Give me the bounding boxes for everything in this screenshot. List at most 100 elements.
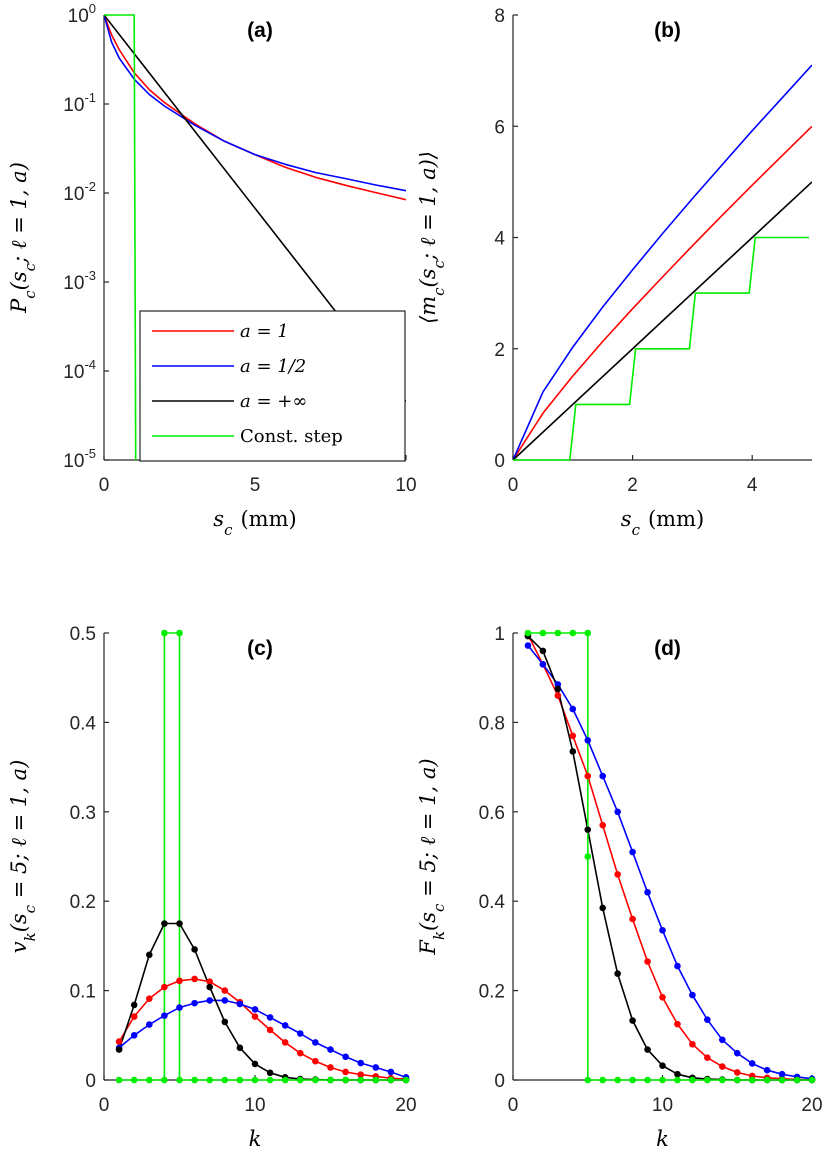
- series-line-a-1-2: [118, 999, 406, 1079]
- series-line-a-1-2: [513, 64, 812, 461]
- series-line-a-1: [527, 634, 812, 1081]
- y-tick-label: 1: [494, 624, 505, 645]
- data-point-a: [206, 983, 213, 991]
- x-tick-label: 10: [244, 1095, 265, 1116]
- data-point-const-step: [584, 853, 592, 860]
- data-point-const-step: [748, 1076, 756, 1084]
- data-point-a-1-2: [176, 1004, 183, 1011]
- data-point-const-step: [236, 1076, 244, 1084]
- y-tick-label: 0: [85, 1071, 96, 1092]
- data-point-a-1: [733, 1069, 741, 1076]
- data-point-const-step: [342, 1076, 349, 1084]
- data-point-const-step: [614, 1076, 621, 1084]
- data-point-a: [115, 1046, 123, 1053]
- x-tick-label: 10: [395, 475, 416, 496]
- data-point-a-1-2: [748, 1060, 756, 1067]
- data-point-a: [266, 1069, 274, 1077]
- series-line-a-1-2: [104, 14, 406, 192]
- y-tick-label: 8: [494, 6, 505, 27]
- data-point-const-step: [704, 1076, 711, 1084]
- y-tick-label: 0.6: [479, 803, 505, 824]
- data-point-a-1: [554, 692, 562, 699]
- data-point-a-1: [659, 994, 666, 1001]
- x-tick-label: 0: [99, 475, 110, 496]
- y-tick-label: 2: [494, 340, 505, 361]
- data-point-a-1: [342, 1068, 349, 1076]
- data-point-const-step: [599, 1076, 606, 1084]
- series-line-const-step: [528, 632, 812, 1081]
- data-point-a-1-2: [206, 997, 213, 1004]
- data-point-const-step: [387, 1076, 395, 1084]
- data-point-a-1: [206, 978, 213, 985]
- data-point-a-1: [644, 958, 651, 965]
- data-point-const-step: [281, 1076, 289, 1084]
- data-point-a-1-2: [674, 962, 681, 970]
- data-point-a-1-2: [191, 999, 198, 1007]
- data-point-a-1-2: [266, 1014, 274, 1021]
- y-axis-label-c: vk(sc = 5; ℓ = 1, a): [7, 760, 39, 954]
- data-point-a: [161, 920, 168, 927]
- data-point-a: [569, 748, 577, 755]
- data-point-const-step: [372, 1076, 380, 1084]
- data-point-a-1: [176, 977, 183, 985]
- data-point-a-1: [357, 1071, 365, 1078]
- y-tick-label: 0: [494, 451, 505, 472]
- data-point-a-1-2: [236, 1000, 244, 1008]
- data-point-a-1-2: [719, 1036, 726, 1044]
- data-point-const-step: [221, 1076, 229, 1084]
- data-point-const-step: [312, 1076, 319, 1084]
- data-point-const-step: [130, 1076, 138, 1084]
- y-tick-label: 0: [494, 1071, 505, 1092]
- panel-title-c: (c): [247, 637, 273, 660]
- data-point-const-step: [206, 1076, 213, 1084]
- data-point-const-step: [251, 1076, 259, 1084]
- series-line-a-1: [513, 125, 812, 461]
- y-tick-label: 0.4: [479, 892, 506, 913]
- data-point-const-step: [719, 1076, 726, 1084]
- y-axis-label-a: Pc(sc; ℓ = 1, a): [7, 162, 39, 314]
- data-point-const-step: [357, 1076, 365, 1084]
- x-tick-label: 0: [99, 1095, 110, 1116]
- data-point-const-step: [584, 629, 592, 637]
- series-line-const-step: [104, 14, 137, 461]
- data-point-a-1-2: [342, 1053, 349, 1061]
- data-point-a-1-2: [629, 848, 636, 856]
- series-line-a: [118, 922, 406, 1081]
- data-point-a-1: [221, 987, 229, 994]
- data-point-a-1-2: [327, 1046, 334, 1053]
- data-point-const-step: [266, 1076, 274, 1084]
- y-tick-label: 10-2: [63, 179, 96, 205]
- data-point-const-step: [778, 1076, 786, 1084]
- y-axis-label-d: Fk(sc = 5; ℓ = 1, a): [416, 758, 448, 955]
- data-point-a-1-2: [251, 1006, 259, 1013]
- x-tick-label: 2: [627, 475, 638, 496]
- data-point-a-1: [297, 1049, 304, 1057]
- data-point-a-1: [584, 772, 592, 780]
- x-tick-label: 20: [801, 1095, 822, 1116]
- y-tick-label: 0.2: [479, 982, 505, 1003]
- legend-label-a-1-2: a = 1/2: [240, 356, 306, 377]
- data-point-a-1: [719, 1063, 726, 1070]
- data-point-a-1: [266, 1026, 274, 1034]
- x-tick-label: 20: [395, 1095, 416, 1116]
- data-point-a-1: [614, 871, 621, 878]
- data-point-a-1: [689, 1040, 696, 1048]
- data-point-a-1: [599, 821, 606, 829]
- data-point-a: [644, 1046, 651, 1053]
- x-axis-label-d: k: [656, 1127, 669, 1151]
- data-point-a-1: [115, 1038, 123, 1045]
- data-point-const-step: [659, 1076, 666, 1084]
- data-point-const-step: [689, 1076, 696, 1084]
- series-line-a: [527, 635, 812, 1081]
- y-tick-label: 100: [68, 1, 96, 27]
- panel-title-b: (b): [654, 19, 681, 42]
- data-point-a-1-2: [689, 991, 696, 999]
- y-tick-label: 0.1: [70, 982, 96, 1003]
- x-axis-label-a: sc (mm): [213, 507, 296, 539]
- data-point-const-step: [539, 629, 547, 637]
- data-point-a: [130, 1001, 138, 1009]
- data-point-const-step: [297, 1076, 304, 1084]
- data-point-a: [236, 1044, 244, 1052]
- data-point-a-1: [569, 732, 577, 740]
- data-point-a-1-2: [569, 705, 577, 713]
